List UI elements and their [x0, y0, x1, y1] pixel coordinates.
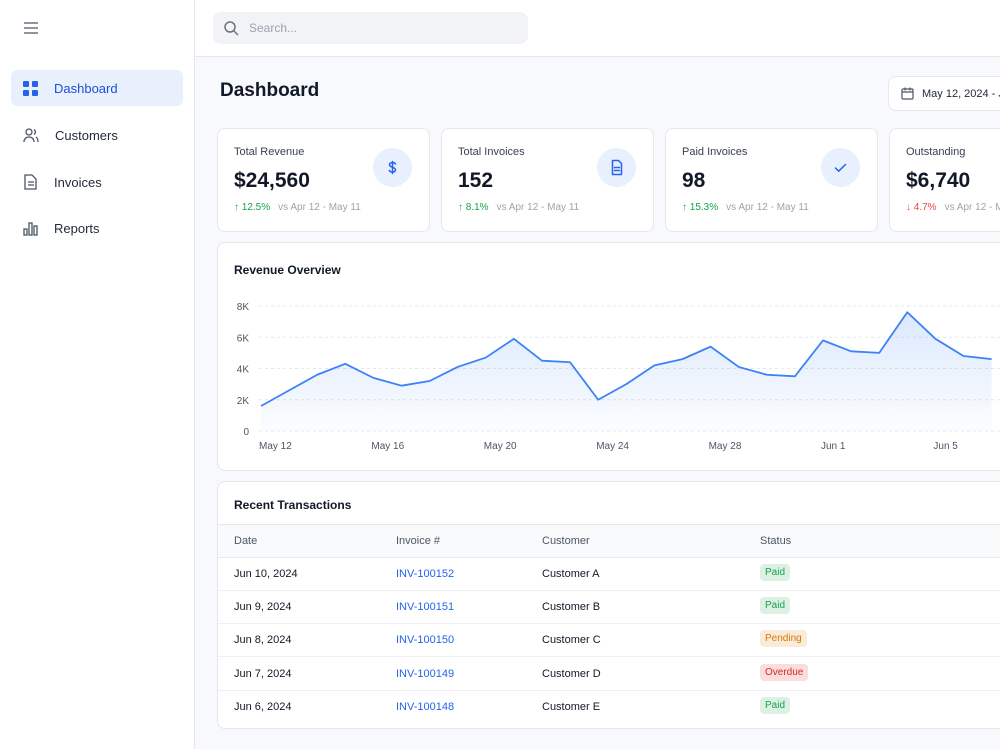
- area: [261, 312, 992, 431]
- y-tick-label: 0: [243, 427, 249, 438]
- table-row: Jun 9, 2024 INV-100151 Customer B Paid: [218, 590, 1000, 625]
- page-title: Dashboard: [220, 80, 320, 101]
- invoice-link[interactable]: INV-100150: [396, 634, 455, 647]
- chart-title: Revenue Overview: [234, 263, 341, 277]
- stat-compare: vs Apr 12 - May 11: [726, 202, 809, 213]
- stat-label: Total Invoices: [458, 146, 525, 158]
- customer-cell: Customer A: [542, 568, 600, 580]
- date-range: May 12, 2024 - Jun 10, 2024: [922, 87, 1000, 100]
- stat-value: $24,560: [234, 169, 310, 192]
- stat-card: Outstanding $6,740 ↓ 4.7% vs Apr 12 - May 1…: [889, 128, 1000, 232]
- y-tick-label: 4K: [237, 365, 250, 376]
- search-box[interactable]: Search...: [213, 12, 528, 44]
- date-picker[interactable]: May 12, 2024 - Jun 10, 2024: [888, 76, 1000, 111]
- stat-label: Outstanding: [906, 146, 966, 158]
- nav-label: Reports: [54, 220, 100, 236]
- column-header: Status: [760, 535, 792, 547]
- status-badge: Paid: [760, 597, 791, 615]
- nav-item[interactable]: Dashboard: [11, 70, 183, 106]
- invoice-link[interactable]: INV-100151: [396, 601, 455, 614]
- search-placeholder: Search...: [249, 21, 298, 35]
- chart-card: Revenue Overview 0 2K 4K 6K 8K May 12 May 16 Ma…: [217, 242, 1000, 471]
- top-bar: Search...: [195, 0, 1000, 57]
- y-tick-label: 2K: [237, 396, 250, 407]
- status-badge: Pending: [760, 630, 807, 648]
- stat-change-row: ↑ 15.3% vs Apr 12 - May 11: [682, 202, 809, 213]
- stat-change: ↑ 12.5%: [234, 202, 271, 213]
- date-cell: Jun 8, 2024: [234, 634, 292, 647]
- stat-card: Paid Invoices 98 ↑ 15.3% vs Apr 12 - May 11: [665, 128, 878, 232]
- x-tick-label: Jun 5: [933, 441, 958, 452]
- status-badge: Paid: [760, 696, 791, 714]
- stat-icon: [821, 148, 860, 187]
- stat-change: ↓ 4.7%: [906, 202, 937, 213]
- x-tick-label: May 28: [709, 441, 742, 452]
- customer-cell: Customer C: [542, 634, 601, 647]
- table-row: Jun 10, 2024 INV-100152 Customer A Paid: [218, 557, 1000, 591]
- date-cell: Jun 6, 2024: [234, 700, 292, 713]
- stat-label: Total Revenue: [234, 146, 305, 158]
- stat-label: Paid Invoices: [682, 146, 748, 158]
- stat-compare: vs Apr 12 - May 11: [278, 202, 361, 213]
- stat-value: 152: [458, 169, 494, 192]
- stat-icon: [597, 148, 636, 187]
- transactions-card: Recent Transactions Date Invoice # Custome…: [217, 481, 1000, 729]
- stat-value: $6,740: [906, 169, 971, 192]
- status-badge: Overdue: [760, 663, 809, 681]
- nav-item[interactable]: Reports: [11, 210, 183, 246]
- customer-cell: Customer B: [542, 601, 601, 614]
- y-tick-label: 6K: [237, 333, 250, 344]
- date-cell: Jun 10, 2024: [234, 568, 298, 580]
- chart: 0 2K 4K 6K 8K May 12 May 16 May 20 May 24 May 28 J…: [237, 302, 1000, 452]
- stat-compare: vs Apr 12 - May 11: [944, 202, 1000, 213]
- x-tick-label: May 16: [371, 441, 404, 452]
- stat-change-row: ↑ 8.1% vs Apr 12 - May 11: [458, 202, 579, 213]
- stat-change: ↑ 15.3%: [682, 202, 719, 213]
- menu-icon[interactable]: [23, 20, 39, 36]
- nav-label: Invoices: [54, 174, 102, 190]
- x-tick-label: Jun 1: [821, 441, 846, 452]
- table-row: Jun 8, 2024 INV-100150 Customer C Pending: [218, 623, 1000, 658]
- customer-cell: Customer D: [542, 667, 601, 680]
- x-tick-label: May 20: [484, 441, 517, 452]
- stat-change: ↑ 8.1%: [458, 202, 489, 213]
- column-header: Customer: [542, 535, 590, 547]
- stat-card: Total Invoices 152 ↑ 8.1% vs Apr 12 - May 1…: [441, 128, 654, 232]
- stat-change-row: ↓ 4.7% vs Apr 12 - May 11: [906, 202, 1000, 213]
- table-header: [218, 524, 1000, 558]
- customer-cell: Customer E: [542, 700, 601, 713]
- x-tick-label: May 24: [596, 441, 629, 452]
- y-tick-label: 8K: [237, 302, 250, 313]
- column-header: Invoice #: [396, 535, 441, 547]
- invoice-link[interactable]: INV-100152: [396, 568, 455, 580]
- nav-label: Dashboard: [54, 80, 118, 96]
- invoice-link[interactable]: INV-100148: [396, 700, 455, 713]
- column-header: Date: [234, 535, 258, 547]
- stat-card: Total Revenue $24,560 ↑ 12.5% vs Apr 12 - M…: [217, 128, 430, 232]
- date-cell: Jun 7, 2024: [234, 667, 292, 680]
- stat-compare: vs Apr 12 - May 11: [496, 202, 580, 213]
- stat-value: 98: [682, 169, 706, 192]
- stat-icon: [373, 148, 412, 187]
- x-tick-label: May 12: [259, 441, 292, 452]
- nav-item[interactable]: Customers: [11, 117, 183, 153]
- status-badge: Paid: [760, 564, 791, 581]
- nav-label: Customers: [55, 127, 118, 143]
- table-row: Jun 6, 2024 INV-100148 Customer E Paid: [218, 690, 1000, 723]
- sidebar: Dashboard Customers Invoices Reports: [0, 0, 195, 749]
- invoice-link[interactable]: INV-100149: [396, 667, 455, 680]
- stat-change-row: ↑ 12.5% vs Apr 12 - May 11: [234, 202, 361, 213]
- line: [260, 311, 992, 407]
- table-row: Jun 7, 2024 INV-100149 Customer D Overdue: [218, 657, 1000, 691]
- table-title: Recent Transactions: [234, 498, 352, 512]
- nav-item[interactable]: Invoices: [11, 164, 183, 200]
- date-cell: Jun 9, 2024: [234, 601, 292, 614]
